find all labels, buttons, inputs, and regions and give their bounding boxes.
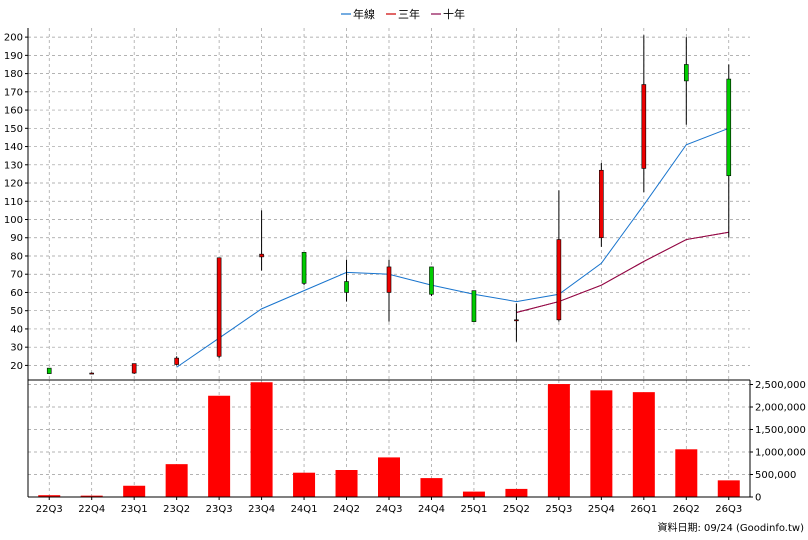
x-tick-label: 26Q3 xyxy=(715,504,742,515)
candle-body xyxy=(683,64,689,82)
x-tick-label: 24Q2 xyxy=(333,504,360,515)
price-grid xyxy=(28,28,750,380)
price-tick-label: 180 xyxy=(4,69,23,80)
candlesticks xyxy=(46,35,732,375)
price-tick-label: 80 xyxy=(10,251,23,262)
volume-bar xyxy=(335,470,358,497)
x-tick-label: 26Q1 xyxy=(630,504,657,515)
volume-bar xyxy=(505,488,528,497)
volume-bar xyxy=(165,464,188,497)
candle-body xyxy=(726,78,732,177)
x-tick-label: 23Q3 xyxy=(206,504,233,515)
x-tick-label: 25Q4 xyxy=(588,504,615,515)
price-tick-label: 110 xyxy=(4,197,23,208)
price-tick-label: 70 xyxy=(10,270,23,281)
price-tick-label: 30 xyxy=(10,343,23,354)
candle-body xyxy=(641,84,647,169)
x-tick-label: 25Q1 xyxy=(460,504,487,515)
candle-body xyxy=(301,252,307,284)
volume-bar xyxy=(632,392,655,497)
price-y-ticks: 20 30 40 50 60 70 80 90 100 110 120 130 140 150 160 170… xyxy=(4,33,28,372)
candle-body xyxy=(89,372,95,375)
candle-body xyxy=(259,253,264,258)
volume-tick-label: 1,000,000 xyxy=(755,448,806,459)
price-tick-label: 140 xyxy=(4,142,23,153)
volume-y-ticks: 0 500,000 1,000,000 1,500,000 2,000,000 2,500… xyxy=(750,380,806,504)
volume-tick-label: 1,500,000 xyxy=(755,425,806,436)
x-tick-label: 23Q2 xyxy=(163,504,190,515)
volume-bar xyxy=(293,472,316,497)
candle-body xyxy=(344,281,349,293)
x-tick-label: 26Q2 xyxy=(673,504,700,515)
candle-body xyxy=(216,257,222,357)
candle-body xyxy=(556,239,562,321)
candle-body xyxy=(599,169,604,239)
legend-label-three-year: 三年 xyxy=(398,7,420,21)
price-tick-label: 90 xyxy=(10,233,23,244)
price-tick-label: 100 xyxy=(4,215,23,226)
volume-bar xyxy=(123,485,146,497)
x-tick-label: 24Q3 xyxy=(376,504,403,515)
candle-body xyxy=(514,319,519,322)
volume-bar xyxy=(462,491,485,497)
price-tick-label: 40 xyxy=(10,324,23,335)
candle-body xyxy=(471,290,477,322)
x-tick-label: 24Q1 xyxy=(291,504,318,515)
volume-tick-label: 0 xyxy=(755,493,761,504)
price-tick-label: 200 xyxy=(4,33,23,44)
price-tick-label: 160 xyxy=(4,106,23,117)
price-tick-label: 190 xyxy=(4,51,23,62)
moving-average-line xyxy=(176,127,729,368)
volume-bar xyxy=(38,495,61,497)
price-tick-label: 130 xyxy=(4,160,23,171)
price-tick-label: 150 xyxy=(4,124,23,135)
candle-body xyxy=(174,357,179,365)
x-tick-label: 23Q1 xyxy=(121,504,148,515)
price-tick-label: 50 xyxy=(10,306,23,317)
candle-body xyxy=(429,266,434,295)
volume-bar xyxy=(208,395,231,497)
legend-label-annual: 年線 xyxy=(353,7,375,21)
volume-bar xyxy=(250,382,273,497)
volume-bar xyxy=(420,478,443,497)
price-tick-label: 20 xyxy=(10,361,23,372)
moving-average-lines xyxy=(176,127,729,368)
candle-body xyxy=(131,363,137,374)
x-tick-label: 25Q2 xyxy=(503,504,530,515)
volume-bar xyxy=(378,457,400,497)
volume-bars xyxy=(38,382,740,497)
source-note: 資料日期: 09/24 (Goodinfo.tw) xyxy=(657,521,804,534)
price-tick-label: 120 xyxy=(4,179,23,190)
x-tick-label: 25Q3 xyxy=(545,504,572,515)
volume-tick-label: 2,000,000 xyxy=(755,403,806,414)
volume-tick-label: 500,000 xyxy=(755,470,796,481)
price-tick-label: 170 xyxy=(4,87,23,98)
moving-average-line xyxy=(516,231,729,314)
volume-bar xyxy=(590,390,613,497)
x-tick-label: 22Q3 xyxy=(36,504,63,515)
x-tick-label: 24Q4 xyxy=(418,504,445,515)
legend: 年線 三年 十年 xyxy=(341,7,465,21)
volume-bar xyxy=(80,495,103,497)
x-tick-label: 22Q4 xyxy=(78,504,105,515)
volume-bar xyxy=(547,384,570,497)
moving-average-line xyxy=(516,231,729,314)
volume-bar xyxy=(717,480,740,497)
candle-body xyxy=(386,266,392,293)
legend-label-ten-year: 十年 xyxy=(443,7,465,21)
x-ticks: 22Q3 22Q4 23Q1 23Q2 23Q3 23Q4 24Q1 24Q2 24Q3 24Q4… xyxy=(36,497,742,515)
volume-bar xyxy=(675,449,698,497)
volume-tick-label: 2,500,000 xyxy=(755,380,806,391)
candle-body xyxy=(46,367,52,374)
x-tick-label: 23Q4 xyxy=(248,504,275,515)
price-tick-label: 60 xyxy=(10,288,23,299)
